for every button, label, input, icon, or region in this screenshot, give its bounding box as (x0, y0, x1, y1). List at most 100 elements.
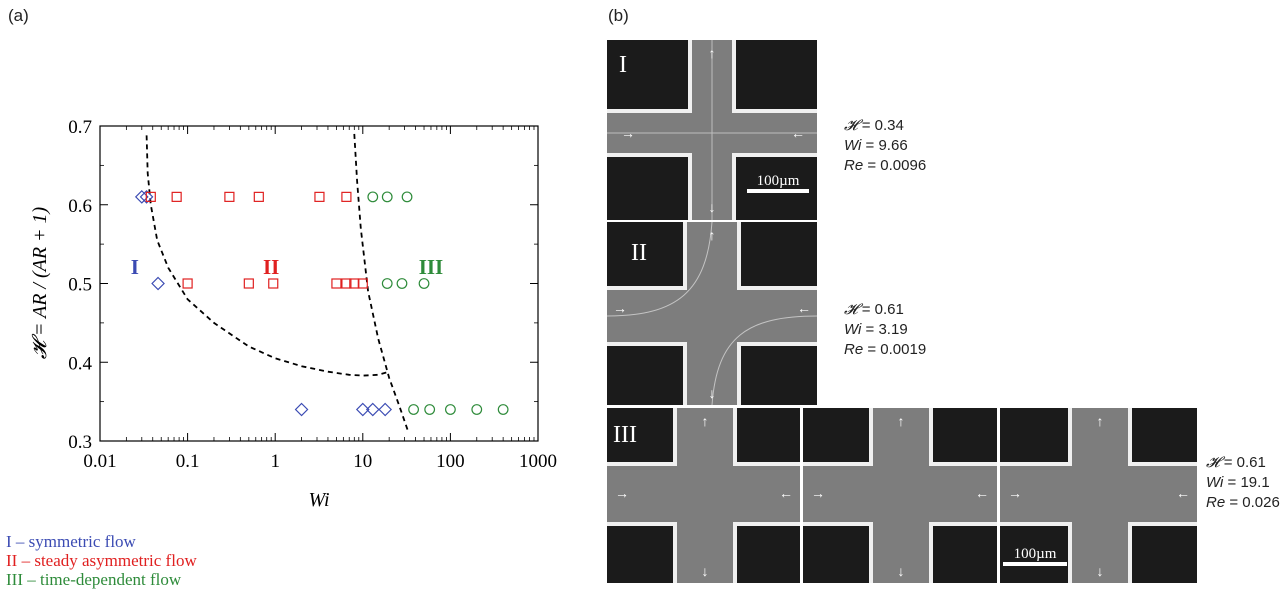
square-marker (171, 191, 182, 202)
square-marker (268, 278, 279, 289)
params-I: 𝓗 = 0.34 Wi = 9.66 Re = 0.0096 (844, 116, 926, 176)
square-marker (243, 278, 254, 289)
param-Re-value: 0.0096 (880, 157, 927, 174)
param-eq: = (863, 341, 881, 358)
svg-text:↑: ↑ (702, 413, 709, 429)
arrow-down-icon: ↓ (709, 385, 716, 401)
param-H-value: 0.61 (874, 301, 904, 318)
arrow-up-icon: ↑ (709, 45, 716, 61)
param-eq: = (861, 137, 879, 154)
svg-text:↓: ↓ (898, 563, 905, 579)
y-tick-label: 0.6 (68, 196, 92, 217)
arrow-left-icon: ← (791, 125, 805, 141)
regime-label-I: I (619, 52, 627, 78)
y-tick-label: 0.3 (68, 432, 92, 453)
regime-boundary-line (145, 135, 390, 377)
circle-marker (445, 404, 456, 415)
svg-text:↑: ↑ (1097, 413, 1104, 429)
svg-text:←: ← (779, 485, 793, 501)
chart-legend: I – symmetric flow II – steady asymmetri… (6, 532, 197, 589)
micrograph-II: II ↑ ↓ → ← (607, 222, 817, 405)
diamond-marker (151, 276, 165, 291)
param-Wi-symbol: Wi (1206, 474, 1224, 491)
panel-b-label: (b) (608, 6, 629, 25)
param-eq: = (861, 321, 879, 338)
square-marker (314, 191, 325, 202)
legend-item-time-dependent: III – time-dependent flow (6, 570, 182, 589)
param-Re-symbol: Re (844, 157, 864, 174)
arrow-right-icon: → (621, 125, 635, 141)
param-Wi-value: 19.1 (1240, 474, 1270, 491)
param-Wi-value: 9.66 (878, 137, 908, 154)
param-H-symbol: 𝓗 (844, 118, 858, 134)
param-eq: = (1225, 494, 1243, 511)
param-Wi-symbol: Wi (844, 137, 862, 154)
square-marker (341, 278, 352, 289)
region-label: II (263, 255, 279, 279)
svg-text:↓: ↓ (1097, 563, 1104, 579)
x-tick-label: 1 (270, 451, 280, 472)
circle-marker (408, 404, 419, 415)
x-tick-label: 1000 (519, 451, 557, 472)
legend-item-steady-asymmetric: II – steady asymmetric flow (6, 551, 197, 570)
x-axis-label: Wi (308, 489, 329, 511)
arrow-right-icon: → (613, 300, 627, 316)
param-eq: = (1223, 474, 1241, 491)
params-II: 𝓗 = 0.61 Wi = 3.19 Re = 0.0019 (844, 300, 926, 360)
param-eq: = (857, 117, 875, 134)
cross-slot-image-III: ↑ ↓ → ← III ↑ ↓ → ← ↑ ↓ → ← 100µm (607, 408, 1197, 583)
circle-marker (471, 404, 483, 415)
circle-marker (424, 404, 436, 415)
param-eq: = (1219, 454, 1237, 471)
diamond-marker (378, 402, 393, 417)
svg-text:←: ← (1176, 485, 1190, 501)
params-III: 𝓗 = 0.61 Wi = 19.1 Re = 0.026 (1206, 453, 1280, 513)
svg-text:↑: ↑ (898, 413, 905, 429)
y-axis-label: 𝓗 = AR / (AR + 1) (29, 206, 51, 359)
panel-a-label: (a) (8, 6, 29, 25)
param-Re-value: 0.026 (1242, 494, 1280, 511)
square-marker (253, 191, 264, 202)
cross-slot-image-I: I ↑ ↓ → ← 100µm (607, 40, 817, 220)
circle-marker (381, 278, 393, 289)
param-eq: = (857, 301, 875, 318)
svg-text:→: → (811, 485, 825, 501)
param-eq: = (863, 157, 881, 174)
square-marker (182, 278, 193, 289)
micrograph-I: I ↑ ↓ → ← 100µm (607, 40, 817, 220)
svg-text:→: → (615, 485, 629, 501)
regime-label-II: II (631, 240, 647, 266)
circle-marker (418, 278, 430, 289)
x-tick-label: 10 (353, 451, 372, 472)
cross-slot-image-II: II ↑ ↓ → ← (607, 222, 817, 405)
circle-marker (381, 191, 393, 203)
diamond-marker (355, 402, 370, 417)
circle-marker (396, 278, 408, 289)
plot-frame (99, 125, 539, 442)
arrow-up-icon: ↑ (709, 227, 716, 243)
square-marker (357, 278, 368, 289)
svg-text:↓: ↓ (702, 563, 709, 579)
x-tick-label: 0.1 (176, 451, 200, 472)
micrograph-III: ↑ ↓ → ← III ↑ ↓ → ← ↑ ↓ → ← 100µm (607, 408, 1197, 583)
svg-text:→: → (1008, 485, 1022, 501)
regime-label-III: III (613, 422, 637, 448)
x-tick-label: 0.01 (83, 451, 116, 472)
svg-text:←: ← (975, 485, 989, 501)
square-marker (145, 191, 156, 202)
square-marker (341, 191, 352, 202)
y-tick-label: 0.4 (68, 353, 92, 374)
arrow-down-icon: ↓ (709, 199, 716, 215)
scale-bar-label: 100µm (1014, 546, 1057, 562)
legend-item-symmetric: I – symmetric flow (6, 532, 136, 551)
y-tick-label: 0.7 (68, 117, 92, 138)
square-marker (224, 191, 235, 202)
param-Re-symbol: Re (1206, 494, 1226, 511)
diamond-marker (294, 402, 309, 417)
param-H-symbol: 𝓗 (844, 302, 858, 318)
diamond-marker (139, 190, 154, 204)
param-H-value: 0.34 (874, 117, 904, 134)
circle-marker (497, 404, 509, 415)
square-marker (331, 278, 342, 289)
param-Re-symbol: Re (844, 341, 864, 358)
